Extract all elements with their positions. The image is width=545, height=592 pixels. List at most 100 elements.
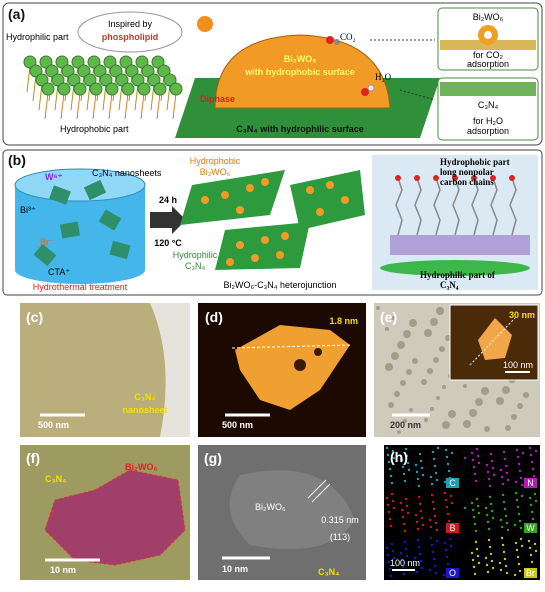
scale-label: 100 nm bbox=[390, 558, 420, 568]
head bbox=[109, 64, 123, 78]
tail bbox=[38, 83, 43, 111]
map-dot bbox=[431, 500, 435, 504]
map-dot bbox=[519, 526, 523, 530]
molecule bbox=[334, 39, 340, 45]
map-dot bbox=[489, 452, 493, 456]
map-dot bbox=[534, 549, 538, 553]
head bbox=[77, 64, 91, 78]
map-dot bbox=[470, 501, 474, 505]
speck bbox=[409, 319, 417, 327]
chain bbox=[509, 177, 517, 236]
map-dot bbox=[501, 543, 505, 547]
map-dot bbox=[471, 508, 475, 512]
map-dot bbox=[402, 572, 406, 576]
map-dot bbox=[415, 520, 419, 524]
element-tag bbox=[524, 523, 537, 533]
map-dot bbox=[392, 456, 396, 460]
map-dot bbox=[430, 543, 434, 547]
tail bbox=[44, 92, 49, 120]
element-label: B bbox=[449, 523, 455, 533]
bubble-text: phospholipid bbox=[102, 32, 159, 42]
speck bbox=[481, 387, 489, 395]
map-dot bbox=[486, 570, 490, 574]
tail bbox=[102, 83, 107, 111]
map-dot bbox=[429, 525, 433, 529]
map-dot bbox=[404, 547, 408, 551]
map-dot bbox=[389, 574, 393, 578]
ion: CTA⁺ bbox=[48, 267, 70, 277]
box-title: C₃N₄ bbox=[478, 100, 499, 110]
map-dot bbox=[445, 505, 449, 509]
map-dot bbox=[486, 470, 490, 474]
map-dot bbox=[489, 502, 493, 506]
ion: W⁶⁺ bbox=[45, 172, 63, 182]
speck bbox=[388, 402, 394, 408]
map-dot bbox=[504, 464, 508, 468]
annotation: Hydrophilic bbox=[173, 250, 218, 260]
nanosheet bbox=[59, 221, 81, 239]
map-dot bbox=[517, 462, 521, 466]
ion: Bi³⁺ bbox=[20, 205, 36, 215]
panel-label: (h) bbox=[390, 449, 408, 465]
hole bbox=[314, 348, 322, 356]
map-dot bbox=[417, 484, 421, 488]
map-dot bbox=[414, 563, 418, 567]
map-dot bbox=[533, 492, 537, 496]
map-dot bbox=[518, 469, 522, 473]
particle bbox=[236, 206, 244, 214]
map-dot bbox=[435, 528, 439, 532]
speck bbox=[397, 430, 401, 434]
chain bbox=[471, 177, 479, 236]
map-dot bbox=[520, 483, 524, 487]
map-dot bbox=[404, 447, 408, 451]
map-dot bbox=[519, 537, 523, 541]
particle bbox=[261, 178, 269, 186]
head bbox=[83, 73, 97, 87]
scale-label: 10 nm bbox=[222, 564, 248, 574]
map-dot bbox=[490, 559, 494, 563]
map-dot bbox=[472, 515, 476, 519]
molecule bbox=[361, 88, 369, 96]
map-dot bbox=[520, 494, 524, 498]
map-dot bbox=[446, 462, 450, 466]
background bbox=[150, 303, 190, 437]
map-dot bbox=[530, 560, 534, 564]
head bbox=[45, 64, 59, 78]
element-tag bbox=[446, 523, 459, 533]
head bbox=[153, 82, 167, 96]
map-dot bbox=[504, 514, 508, 518]
map-dot bbox=[420, 466, 424, 470]
map-dot bbox=[533, 542, 537, 546]
speck bbox=[502, 386, 510, 394]
map-dot bbox=[514, 491, 518, 495]
map-dot bbox=[431, 450, 435, 454]
map-dot bbox=[434, 471, 438, 475]
map-dot bbox=[473, 572, 477, 576]
atom bbox=[395, 175, 401, 181]
particle bbox=[341, 196, 349, 204]
atom bbox=[452, 175, 458, 181]
map-dot bbox=[399, 501, 403, 505]
head bbox=[131, 73, 145, 87]
map-dot bbox=[385, 496, 389, 500]
head bbox=[137, 82, 151, 96]
tail bbox=[172, 92, 177, 120]
map-dot bbox=[518, 569, 522, 573]
map-dot bbox=[517, 562, 521, 566]
map-dot bbox=[477, 561, 481, 565]
temperature: 120 °C bbox=[154, 238, 182, 248]
speck bbox=[469, 409, 477, 417]
particle bbox=[236, 241, 244, 249]
scale-label: 100 nm bbox=[503, 360, 533, 370]
head bbox=[103, 55, 117, 69]
map-dot bbox=[505, 521, 509, 525]
map-dot bbox=[399, 551, 403, 555]
map-dot bbox=[473, 472, 477, 476]
map-dot bbox=[472, 465, 476, 469]
map-dot bbox=[400, 458, 404, 462]
speck bbox=[394, 391, 400, 397]
head bbox=[147, 73, 161, 87]
map-dot bbox=[470, 551, 474, 555]
speck bbox=[430, 407, 434, 411]
head bbox=[163, 73, 177, 87]
